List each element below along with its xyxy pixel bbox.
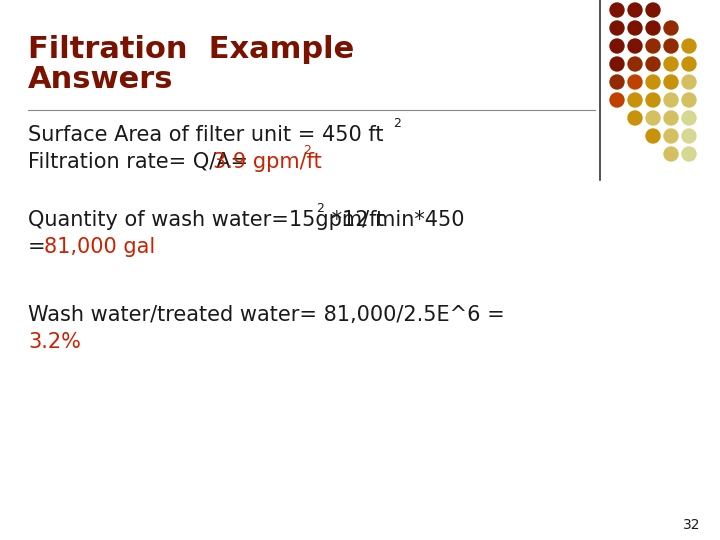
Circle shape: [646, 93, 660, 107]
Circle shape: [664, 57, 678, 71]
Circle shape: [628, 111, 642, 125]
Circle shape: [682, 75, 696, 89]
Circle shape: [646, 129, 660, 143]
Text: 3.2%: 3.2%: [28, 332, 81, 352]
Circle shape: [628, 39, 642, 53]
Circle shape: [646, 21, 660, 35]
Circle shape: [646, 3, 660, 17]
Circle shape: [610, 39, 624, 53]
Circle shape: [682, 111, 696, 125]
Circle shape: [664, 75, 678, 89]
Text: 81,000 gal: 81,000 gal: [44, 237, 156, 257]
Circle shape: [610, 75, 624, 89]
Circle shape: [628, 75, 642, 89]
Circle shape: [646, 111, 660, 125]
Circle shape: [610, 21, 624, 35]
Circle shape: [628, 21, 642, 35]
Circle shape: [628, 93, 642, 107]
Text: Answers: Answers: [28, 65, 174, 94]
Circle shape: [628, 57, 642, 71]
Circle shape: [628, 3, 642, 17]
Circle shape: [664, 111, 678, 125]
Circle shape: [664, 147, 678, 161]
Circle shape: [682, 147, 696, 161]
Text: 3.9 gpm/ft: 3.9 gpm/ft: [213, 152, 322, 172]
Text: Filtration rate= Q/A=: Filtration rate= Q/A=: [28, 152, 255, 172]
Text: Quantity of wash water=15gpm/ft: Quantity of wash water=15gpm/ft: [28, 210, 384, 230]
Text: =: =: [28, 237, 53, 257]
Text: Surface Area of filter unit = 450 ft: Surface Area of filter unit = 450 ft: [28, 125, 384, 145]
Circle shape: [664, 129, 678, 143]
Circle shape: [682, 129, 696, 143]
Text: *12 min*450: *12 min*450: [325, 210, 464, 230]
Circle shape: [610, 57, 624, 71]
Circle shape: [646, 57, 660, 71]
Circle shape: [664, 93, 678, 107]
Circle shape: [610, 3, 624, 17]
Text: 32: 32: [683, 518, 700, 532]
Circle shape: [664, 21, 678, 35]
Circle shape: [610, 93, 624, 107]
Circle shape: [682, 57, 696, 71]
Circle shape: [682, 93, 696, 107]
Text: 2: 2: [393, 117, 401, 130]
Circle shape: [646, 39, 660, 53]
Circle shape: [664, 39, 678, 53]
Text: 2: 2: [303, 144, 311, 157]
Circle shape: [682, 39, 696, 53]
Text: Wash water/treated water= 81,000/2.5E^6 =: Wash water/treated water= 81,000/2.5E^6 …: [28, 305, 505, 325]
Text: Filtration  Example: Filtration Example: [28, 35, 354, 64]
Circle shape: [646, 75, 660, 89]
Text: 2: 2: [316, 202, 324, 215]
